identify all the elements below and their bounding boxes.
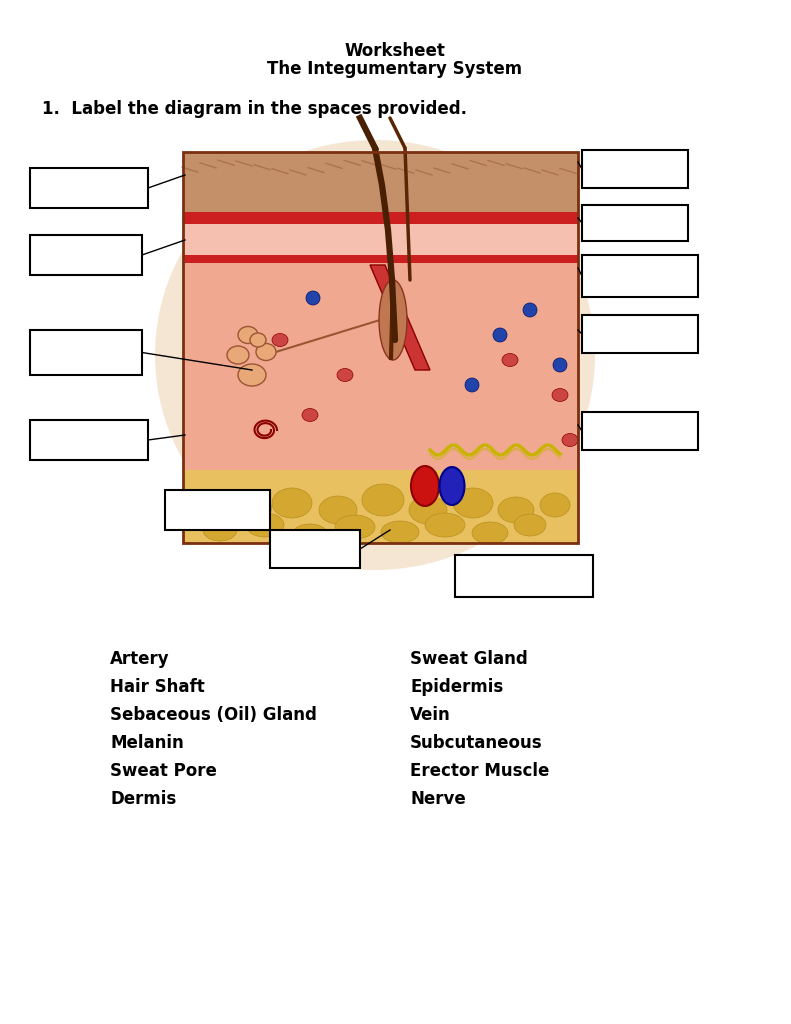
Ellipse shape [465,378,479,392]
Text: Subcutaneous: Subcutaneous [410,734,543,752]
Text: Melanin: Melanin [110,734,184,752]
Ellipse shape [440,467,464,505]
Ellipse shape [238,364,266,386]
Ellipse shape [155,140,595,570]
Text: Dermis: Dermis [110,790,176,808]
Ellipse shape [246,513,284,537]
Ellipse shape [337,369,353,382]
Bar [582,412,698,450]
Ellipse shape [553,358,567,372]
Text: Hair Shaft: Hair Shaft [110,678,205,696]
Ellipse shape [203,519,237,541]
Ellipse shape [425,513,465,537]
Ellipse shape [540,493,570,517]
Bar [183,152,578,543]
Ellipse shape [319,496,357,524]
Bar [183,258,578,470]
Ellipse shape [502,353,518,367]
Bar [30,168,148,208]
Polygon shape [370,265,430,370]
Bar [582,255,698,297]
Text: Sebaceous (Oil) Gland: Sebaceous (Oil) Gland [110,706,317,724]
Ellipse shape [381,521,419,543]
Ellipse shape [379,280,407,360]
Ellipse shape [514,514,546,536]
Bar [183,255,578,263]
Ellipse shape [292,524,328,546]
Ellipse shape [411,466,439,506]
Bar [30,420,148,460]
Text: Sweat Gland: Sweat Gland [410,650,528,668]
Bar [30,330,142,375]
Text: Nerve: Nerve [410,790,466,808]
Bar [582,150,688,188]
Bar [582,205,688,241]
Text: The Integumentary System: The Integumentary System [267,60,523,78]
Ellipse shape [238,327,258,343]
Ellipse shape [562,433,578,446]
Bar [183,212,578,224]
Text: 1.  Label the diagram in the spaces provided.: 1. Label the diagram in the spaces provi… [42,100,467,118]
Text: Epidermis: Epidermis [410,678,503,696]
Ellipse shape [250,333,266,347]
Bar [183,470,578,543]
Bar [183,224,578,255]
Ellipse shape [227,346,249,364]
Ellipse shape [256,343,276,360]
Ellipse shape [230,502,266,528]
Text: Erector Muscle: Erector Muscle [410,762,550,780]
Ellipse shape [272,488,312,518]
Ellipse shape [493,328,507,342]
Ellipse shape [302,409,318,422]
Bar [165,490,270,530]
Ellipse shape [498,497,534,523]
Ellipse shape [523,303,537,317]
Bar [30,234,142,275]
Ellipse shape [552,388,568,401]
Text: Sweat Pore: Sweat Pore [110,762,217,780]
Ellipse shape [272,334,288,346]
Ellipse shape [472,522,508,544]
Bar [582,315,698,353]
Bar [455,555,593,597]
Text: Worksheet: Worksheet [345,42,445,60]
Bar [270,530,360,568]
Ellipse shape [181,490,219,519]
Text: Artery: Artery [110,650,169,668]
Bar [183,152,578,215]
Ellipse shape [453,488,493,518]
Ellipse shape [306,291,320,305]
Ellipse shape [362,484,404,516]
Ellipse shape [335,515,375,539]
Text: Vein: Vein [410,706,451,724]
Ellipse shape [409,496,447,524]
